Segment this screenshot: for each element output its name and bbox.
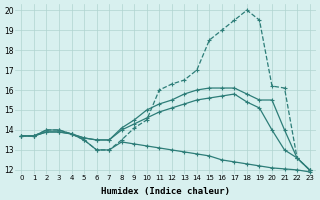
X-axis label: Humidex (Indice chaleur): Humidex (Indice chaleur) xyxy=(101,187,230,196)
